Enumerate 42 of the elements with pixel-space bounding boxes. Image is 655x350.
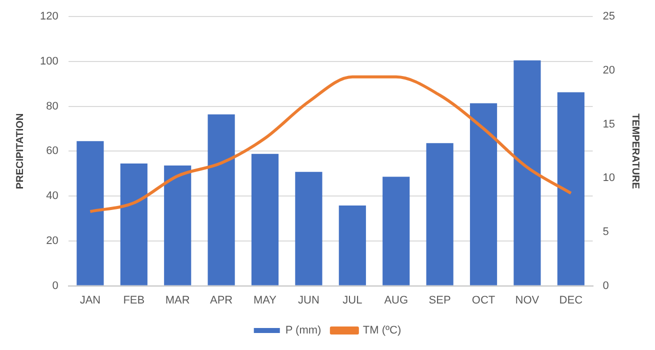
y2-tick-label: 20 xyxy=(602,64,616,76)
y-tick-label: 60 xyxy=(46,145,58,158)
y-tick-label: 120 xyxy=(40,10,58,23)
y-tick-label: 80 xyxy=(46,100,58,112)
x-tick-label: JAN xyxy=(80,294,101,306)
x-tick-label: AUG xyxy=(384,294,408,306)
y-tick-label: 20 xyxy=(46,234,58,247)
x-tick-label: OCT xyxy=(472,294,496,306)
x-tick-label: SEP xyxy=(428,294,451,306)
bar xyxy=(208,114,235,286)
bar xyxy=(338,205,366,286)
x-tick-label: FEB xyxy=(123,294,145,306)
y2-tick-label: 0 xyxy=(602,280,609,292)
y2-tick-label: 10 xyxy=(602,172,616,184)
bar xyxy=(514,60,541,286)
bar xyxy=(164,166,192,286)
x-tick-label: MAY xyxy=(253,294,278,306)
legend-label: TM (ºC) xyxy=(362,324,402,337)
bar xyxy=(382,176,410,286)
x-tick-label: DEC xyxy=(559,294,583,306)
x-tick-label: MAR xyxy=(165,294,190,306)
line-series xyxy=(88,75,572,213)
x-tick-label: JUL xyxy=(342,294,362,306)
y-axis-title: PRECIPITATION xyxy=(14,113,26,190)
legend-label: P (mm) xyxy=(285,324,322,337)
y-tick-label: 100 xyxy=(40,56,58,68)
bar xyxy=(120,164,148,286)
y2-tick-label: 15 xyxy=(602,118,616,130)
y2-tick-label: 5 xyxy=(602,226,609,238)
y-tick-label: 0 xyxy=(52,280,58,292)
y2-axis-title: TEMPERATURE xyxy=(629,114,640,190)
bar xyxy=(251,154,279,286)
bar xyxy=(295,172,322,286)
bar xyxy=(76,141,104,286)
bar xyxy=(426,143,454,286)
x-tick-label: JUN xyxy=(298,294,320,306)
x-tick-label: NOV xyxy=(515,294,540,306)
x-tick-label: APR xyxy=(210,294,233,306)
y2-tick-label: 25 xyxy=(602,10,616,23)
bar xyxy=(557,92,584,286)
y-tick-label: 40 xyxy=(46,190,58,202)
bar xyxy=(470,103,498,286)
